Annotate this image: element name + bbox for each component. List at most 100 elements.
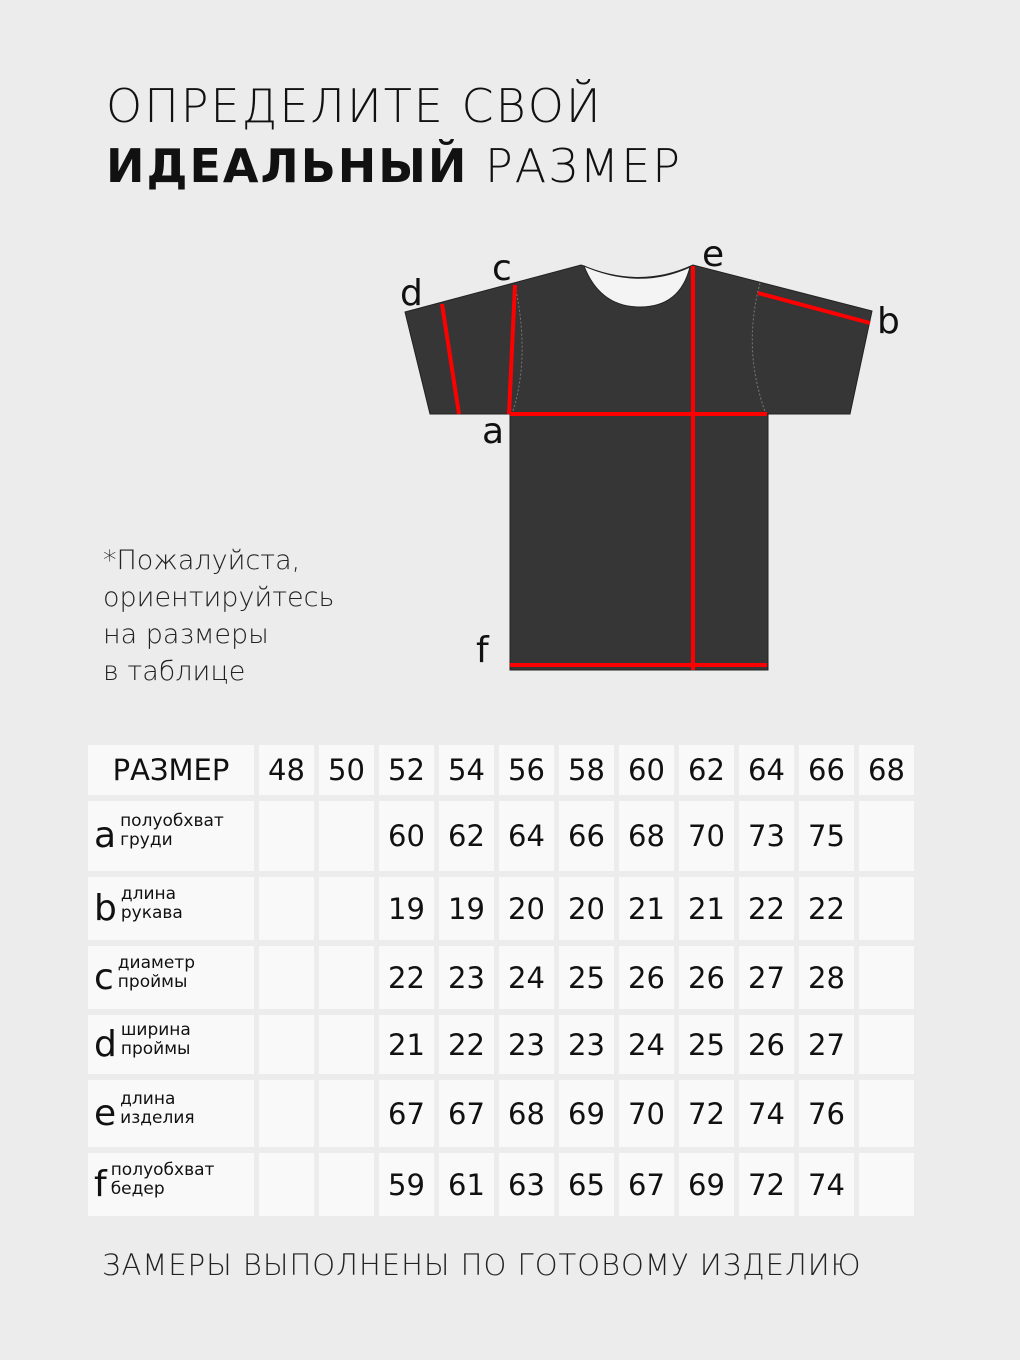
- row-label: d ширина проймы: [88, 1015, 254, 1074]
- desc-line: ширина: [120, 1019, 191, 1040]
- table-cell: 21: [679, 877, 734, 940]
- table-cell: 23: [559, 1015, 614, 1074]
- table-cell: [859, 1153, 914, 1216]
- size-note: *Пожалуйста, ориентируйтесь на размеры в…: [103, 542, 334, 690]
- table-cell: [859, 946, 914, 1009]
- table-cell: 66: [559, 801, 614, 871]
- row-label: a полуобхват груди: [88, 801, 254, 871]
- footer-note: ЗАМЕРЫ ВЫПОЛНЕНЫ ПО ГОТОВОМУ ИЗДЕЛИЮ: [102, 1248, 862, 1282]
- table-cell: [859, 801, 914, 871]
- measure-description: диаметр проймы: [117, 952, 195, 992]
- label-a: a: [482, 411, 504, 452]
- size-header: 56: [499, 745, 554, 795]
- table-cell: [859, 1080, 914, 1147]
- measure-letter: c: [94, 956, 114, 998]
- table-cell: 20: [499, 877, 554, 940]
- measure-description: полуобхват бедер: [110, 1159, 215, 1199]
- desc-line: проймы: [117, 971, 188, 992]
- table-cell: 25: [679, 1015, 734, 1074]
- size-header: 64: [739, 745, 794, 795]
- page-title: ОПРЕДЕЛИТЕ СВОЙ ИДЕАЛЬНЫЙ РАЗМЕР: [106, 76, 682, 196]
- desc-line: изделия: [120, 1107, 195, 1128]
- table-cell: [319, 1015, 374, 1074]
- title-line-2: ИДЕАЛЬНЫЙ РАЗМЕР: [106, 136, 682, 196]
- table-cell: 60: [379, 801, 434, 871]
- table-cell: 26: [739, 1015, 794, 1074]
- title-rest: РАЗМЕР: [468, 139, 683, 193]
- table-cell: [259, 1080, 314, 1147]
- table-cell: 72: [739, 1153, 794, 1216]
- line-c: [507, 284, 517, 415]
- row-label: b длина рукава: [88, 877, 254, 940]
- desc-line: диаметр: [117, 952, 195, 973]
- size-header: 62: [679, 745, 734, 795]
- table-cell: 73: [739, 801, 794, 871]
- table-cell: 76: [799, 1080, 854, 1147]
- table-cell: [319, 877, 374, 940]
- table-cell: 70: [619, 1080, 674, 1147]
- desc-line: полуобхват: [110, 1159, 215, 1180]
- table-cell: 21: [379, 1015, 434, 1074]
- table-cell: 28: [799, 946, 854, 1009]
- note-line: *Пожалуйста,: [103, 545, 301, 576]
- table-cell: [259, 1153, 314, 1216]
- desc-line: полуобхват: [120, 811, 224, 831]
- table-cell: [259, 877, 314, 940]
- table-cell: 24: [619, 1015, 674, 1074]
- size-table: РАЗМЕР 48 50 52 54 56 58 60 62 64 66 68 a полуобхват г…: [88, 745, 914, 1216]
- size-header: 68: [859, 745, 914, 795]
- table-cell: [859, 877, 914, 940]
- table-cell: [319, 946, 374, 1009]
- size-header: 60: [619, 745, 674, 795]
- table-cell: [319, 801, 374, 871]
- table-cell: 22: [439, 1015, 494, 1074]
- table-cell: 25: [559, 946, 614, 1009]
- table-cell: [319, 1080, 374, 1147]
- line-d: [440, 303, 461, 415]
- table-cell: [259, 946, 314, 1009]
- table-cell: 69: [559, 1080, 614, 1147]
- table-header-label: РАЗМЕР: [88, 745, 254, 795]
- measure-letter: e: [94, 1092, 117, 1134]
- table-cell: 22: [799, 877, 854, 940]
- row-label: c диаметр проймы: [88, 946, 254, 1009]
- table-cell: 19: [379, 877, 434, 940]
- table-cell: 22: [739, 877, 794, 940]
- table-cell: 62: [439, 801, 494, 871]
- table-cell: 26: [679, 946, 734, 1009]
- title-line-1: ОПРЕДЕЛИТЕ СВОЙ: [106, 79, 603, 133]
- label-e: e: [702, 234, 724, 275]
- label-b: b: [877, 301, 900, 342]
- table-cell: 67: [439, 1080, 494, 1147]
- note-line: ориентируйтесь: [103, 582, 335, 613]
- table-cell: 68: [499, 1080, 554, 1147]
- table-cell: 67: [379, 1080, 434, 1147]
- note-line: в таблице: [103, 656, 246, 687]
- table-cell: 65: [559, 1153, 614, 1216]
- table-cell: [259, 801, 314, 871]
- measure-description: ширина проймы: [120, 1019, 191, 1059]
- table-cell: 70: [679, 801, 734, 871]
- label-c: c: [492, 248, 512, 289]
- desc-line: груди: [120, 830, 173, 850]
- table-cell: 26: [619, 946, 674, 1009]
- table-cell: 27: [739, 946, 794, 1009]
- table-cell: 23: [499, 1015, 554, 1074]
- table-cell: 64: [499, 801, 554, 871]
- measure-letter: a: [94, 815, 117, 856]
- table-cell: 19: [439, 877, 494, 940]
- desc-line: проймы: [120, 1038, 191, 1059]
- measure-lines: [440, 266, 871, 670]
- size-header: 48: [259, 745, 314, 795]
- note-line: на размеры: [103, 619, 269, 650]
- table-cell: 69: [679, 1153, 734, 1216]
- size-header: 54: [439, 745, 494, 795]
- table-cell: [859, 1015, 914, 1074]
- table-cell: 68: [619, 801, 674, 871]
- label-f: f: [476, 630, 490, 671]
- tshirt-diagram: d c e b a f: [400, 234, 900, 671]
- measure-letter: b: [94, 887, 117, 929]
- measure-description: полуобхват груди: [120, 812, 224, 850]
- measure-letter: f: [94, 1163, 107, 1205]
- size-header: 50: [319, 745, 374, 795]
